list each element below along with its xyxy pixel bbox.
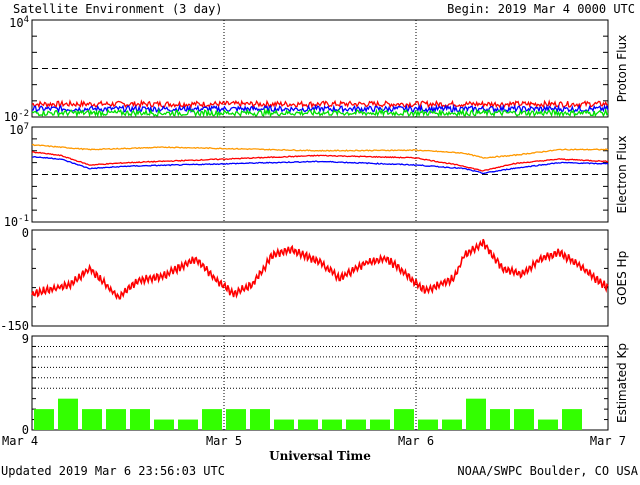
- kp-bar: [298, 419, 318, 430]
- y-tick-label: 10-1: [4, 214, 29, 229]
- kp-bar: [394, 409, 414, 430]
- series-red-line: [31, 150, 609, 172]
- y-axis-label: Estimated Kp: [615, 343, 629, 423]
- x-tick-label: Mar 7: [590, 434, 626, 448]
- panels: 104 10-2 Proton Flux 107 10-1 Electron Flux 0 -…: [0, 15, 629, 437]
- series-orange-line: [31, 143, 609, 159]
- y-tick-label: 104: [9, 15, 29, 30]
- series-red-line: [31, 99, 609, 109]
- kp-bar: [226, 409, 246, 430]
- kp-bar: [130, 409, 150, 430]
- kp-bar: [106, 409, 126, 430]
- panel-frame: [31, 229, 609, 327]
- kp-bar: [538, 419, 558, 430]
- updated-timestamp: Updated 2019 Mar 6 23:56:03 UTC: [1, 464, 225, 478]
- y-tick-label: 0: [22, 423, 29, 437]
- kp-bar: [154, 419, 174, 430]
- kp-bar: [442, 419, 462, 430]
- x-tick-label: Mar 5: [206, 434, 242, 448]
- series-blue-line: [31, 103, 609, 115]
- y-tick-label: 0: [22, 226, 29, 240]
- series-blue-line: [32, 156, 609, 175]
- kp-bar: [58, 398, 78, 430]
- kp-bar: [490, 409, 510, 430]
- begin-time: Begin: 2019 Mar 4 0000 UTC: [447, 2, 635, 16]
- y-axis-label: Proton Flux: [615, 35, 629, 102]
- kp-bar: [514, 409, 534, 430]
- kp-bar: [466, 398, 486, 430]
- kp-bar: [418, 419, 438, 430]
- chart-title: Satellite Environment (3 day): [13, 2, 223, 16]
- series-green-line: [31, 107, 609, 119]
- x-tick-label: Mar 4: [2, 434, 38, 448]
- x-axis-label: Universal Time: [269, 449, 371, 463]
- credit-text: NOAA/SWPC Boulder, CO USA: [457, 464, 638, 478]
- kp-bar: [274, 419, 294, 430]
- x-tick-label: Mar 6: [398, 434, 434, 448]
- panel-1: 104 10-2 Proton Flux: [4, 15, 629, 124]
- kp-bar: [34, 409, 54, 430]
- kp-bar: [322, 419, 342, 430]
- y-tick-label: 10-2: [4, 109, 29, 124]
- kp-bar: [178, 419, 198, 430]
- panel-frame: [31, 335, 609, 431]
- y-axis-label: GOES Hp: [615, 251, 629, 305]
- y-axis-label: Electron Flux: [615, 136, 629, 214]
- panel-3: 0 -150 GOES Hp: [0, 226, 629, 333]
- panel-2: 107 10-1 Electron Flux: [4, 122, 629, 229]
- y-tick-label: 9: [22, 332, 29, 346]
- x-axis-ticks: Mar 4 Mar 5 Mar 6 Mar 7: [2, 434, 626, 448]
- y-tick-label: 107: [9, 122, 29, 137]
- kp-bar: [562, 409, 582, 430]
- y-tick-label: -150: [0, 319, 29, 333]
- kp-bar: [202, 409, 222, 430]
- panel-4: 9 0 Estimated Kp: [22, 332, 629, 437]
- kp-bar: [82, 409, 102, 430]
- kp-bar: [250, 409, 270, 430]
- series-red-line: [31, 238, 609, 301]
- kp-bar: [346, 419, 366, 430]
- kp-bar: [370, 419, 390, 430]
